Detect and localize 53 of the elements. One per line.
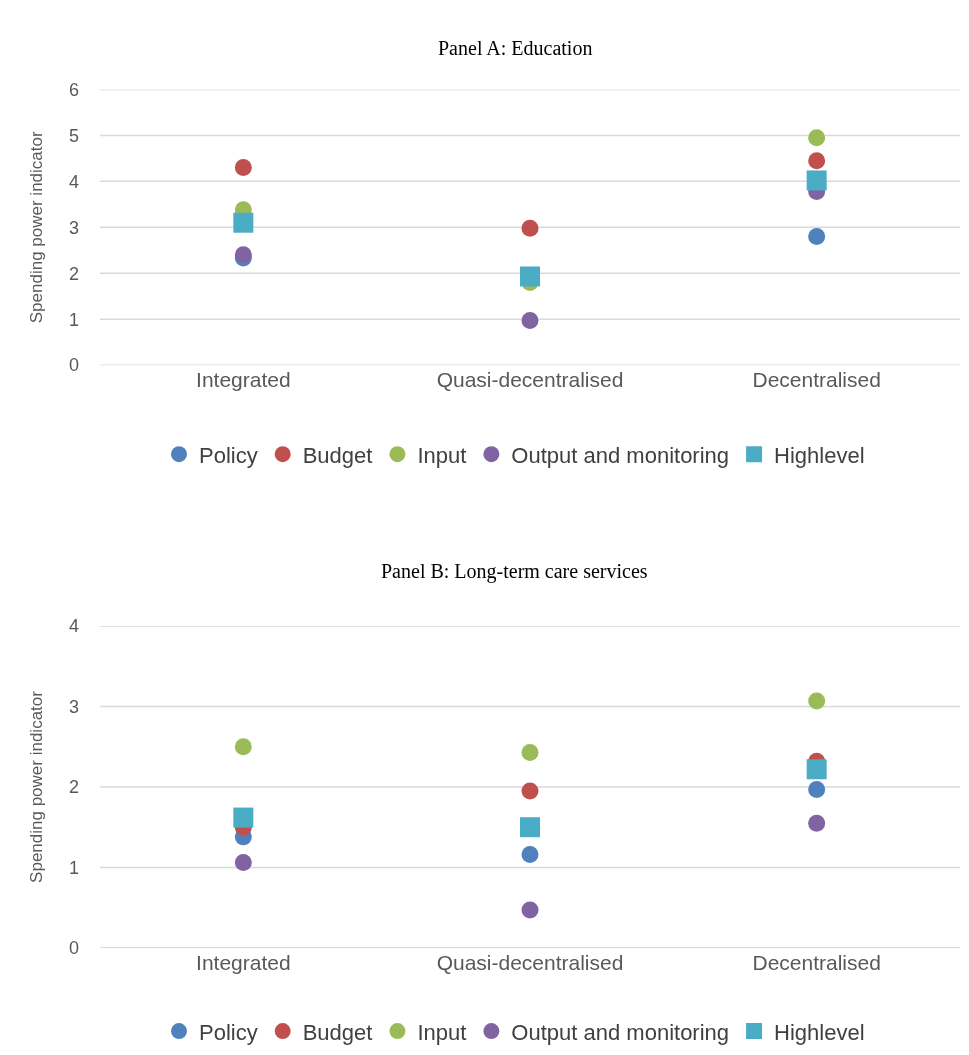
x-tick-label: Decentralised: [752, 368, 881, 392]
legend-label: Policy: [199, 442, 258, 468]
point: [520, 817, 540, 838]
point: [806, 170, 827, 191]
y-tick-label: 3: [68, 217, 79, 238]
point: [521, 219, 539, 237]
y-tick-label: 2: [68, 263, 79, 284]
x-tick-label: Integrated: [196, 368, 291, 392]
y-tick-label: 0: [68, 938, 79, 959]
point: [521, 743, 539, 761]
y-tick-label: 0: [68, 355, 79, 376]
point: [234, 159, 252, 177]
y-tick-label: 2: [68, 777, 79, 798]
legend-label: Input: [417, 442, 467, 468]
point: [806, 759, 827, 780]
legend-label: Highlevel: [774, 1019, 865, 1045]
legend-label: Policy: [199, 1019, 258, 1045]
chart-title: Panel A: Education: [438, 37, 593, 59]
legend-label: Budget: [302, 442, 373, 468]
x-tick-label: Decentralised: [752, 950, 881, 974]
point: [521, 782, 539, 800]
y-tick-label: 6: [68, 79, 79, 100]
point: [808, 227, 826, 245]
point: [808, 692, 826, 710]
legend-label: Highlevel: [774, 442, 865, 468]
y-axis-title: Spending power indicator: [26, 690, 46, 883]
point: [233, 212, 254, 233]
point: [808, 780, 826, 798]
point: [521, 846, 539, 864]
legend-label: Output and monitoring: [511, 442, 730, 468]
point: [234, 854, 252, 872]
point: [520, 266, 540, 287]
point: [808, 814, 826, 832]
y-tick-label: 4: [68, 616, 79, 637]
legend-label: Output and monitoring: [511, 1019, 730, 1045]
y-axis-title: Spending power indicator: [26, 131, 46, 324]
legend-label: Input: [417, 1019, 467, 1045]
point: [808, 152, 826, 170]
y-tick-label: 4: [68, 171, 79, 192]
point: [234, 738, 252, 756]
y-tick-label: 1: [68, 857, 79, 878]
x-tick-label: Quasi-decentralised: [436, 368, 624, 392]
chart-title: Panel B: Long-term care services: [381, 560, 648, 583]
legend-label: Budget: [302, 1019, 373, 1045]
point: [521, 312, 539, 330]
point: [808, 129, 826, 147]
y-tick-label: 1: [68, 309, 79, 330]
point: [233, 807, 254, 828]
x-tick-label: Quasi-decentralised: [436, 950, 624, 974]
y-tick-label: 3: [68, 696, 79, 717]
y-tick-label: 5: [68, 125, 79, 146]
x-tick-label: Integrated: [196, 950, 291, 974]
point: [521, 901, 539, 919]
